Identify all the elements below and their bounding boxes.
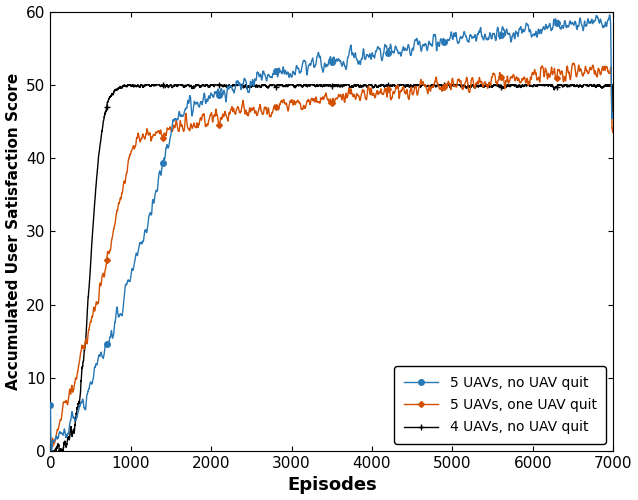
Legend: 5 UAVs, no UAV quit, 5 UAVs, one UAV quit, 4 UAVs, no UAV quit: 5 UAVs, no UAV quit, 5 UAVs, one UAV qui… <box>394 366 606 444</box>
5 UAVs, no UAV quit <box>609 110 617 116</box>
5 UAVs, one UAV quit <box>76 355 84 361</box>
5 UAVs, no UAV quit <box>194 101 202 107</box>
5 UAVs, one UAV quit <box>47 442 54 448</box>
5 UAVs, no UAV quit <box>259 69 267 75</box>
Y-axis label: Accumulated User Satisfaction Score: Accumulated User Satisfaction Score <box>6 72 20 390</box>
5 UAVs, one UAV quit <box>47 448 54 454</box>
5 UAVs, no UAV quit <box>47 448 55 454</box>
4 UAVs, no UAV quit <box>319 83 327 89</box>
5 UAVs, no UAV quit <box>47 402 54 408</box>
5 UAVs, no UAV quit <box>427 42 435 48</box>
5 UAVs, one UAV quit <box>259 110 267 116</box>
Line: 5 UAVs, one UAV quit: 5 UAVs, one UAV quit <box>48 61 615 453</box>
5 UAVs, no UAV quit <box>606 12 614 18</box>
5 UAVs, no UAV quit <box>319 69 327 75</box>
5 UAVs, one UAV quit <box>570 60 577 66</box>
Line: 4 UAVs, no UAV quit: 4 UAVs, no UAV quit <box>47 82 617 454</box>
5 UAVs, one UAV quit <box>609 126 617 132</box>
X-axis label: Episodes: Episodes <box>287 476 376 494</box>
5 UAVs, no UAV quit <box>271 71 278 77</box>
4 UAVs, no UAV quit <box>194 82 202 88</box>
4 UAVs, no UAV quit <box>271 82 278 88</box>
4 UAVs, no UAV quit <box>47 448 54 454</box>
5 UAVs, one UAV quit <box>194 124 202 130</box>
4 UAVs, no UAV quit <box>76 394 84 400</box>
4 UAVs, no UAV quit <box>427 82 435 88</box>
4 UAVs, no UAV quit <box>259 82 267 88</box>
Line: 5 UAVs, no UAV quit: 5 UAVs, no UAV quit <box>48 12 616 454</box>
4 UAVs, no UAV quit <box>121 82 128 88</box>
5 UAVs, one UAV quit <box>319 94 327 100</box>
5 UAVs, one UAV quit <box>427 85 435 91</box>
5 UAVs, one UAV quit <box>271 103 278 109</box>
4 UAVs, no UAV quit <box>609 108 617 114</box>
5 UAVs, no UAV quit <box>76 403 84 409</box>
